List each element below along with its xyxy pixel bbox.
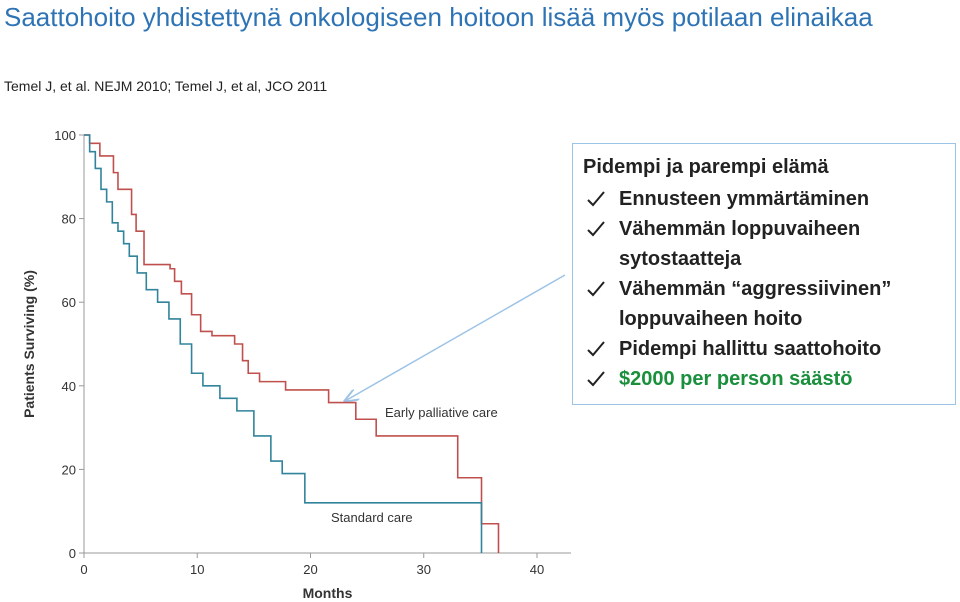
series-label: Standard care	[331, 510, 413, 525]
x-tick-label: 0	[80, 562, 87, 577]
x-tick-label: 10	[190, 562, 204, 577]
callout-box: Pidempi ja parempi elämä Ennusteen ymmär…	[572, 143, 956, 405]
callout-item: $2000 per person säästö	[583, 364, 949, 394]
callout-heading: Pidempi ja parempi elämä	[583, 156, 829, 178]
callout-item-text: Pidempi hallittu saattohoito	[619, 338, 882, 360]
callout-item: Vähemmän “aggressiivinen” loppuvaiheen h…	[583, 274, 949, 334]
x-axis-label: Months	[303, 585, 353, 601]
x-tick-label: 20	[303, 562, 317, 577]
check-icon	[587, 281, 605, 297]
callout-item-text: Vähemmän “aggressiivinen” loppuvaiheen h…	[619, 278, 892, 330]
callout-item: Vähemmän loppuvaiheen sytostaatteja	[583, 214, 949, 274]
x-tick-label: 40	[530, 562, 544, 577]
check-icon	[587, 341, 605, 357]
callout-item-text: Vähemmän loppuvaiheen sytostaatteja	[619, 218, 861, 270]
callout-item: Ennusteen ymmärtäminen	[583, 184, 949, 214]
callout-arrow	[345, 274, 566, 401]
citation: Temel J, et al. NEJM 2010; Temel J, et a…	[4, 78, 328, 94]
y-tick-label: 20	[62, 462, 76, 477]
check-icon	[587, 221, 605, 237]
check-icon	[587, 371, 605, 387]
callout-item-text: $2000 per person säästö	[619, 368, 853, 390]
slide-title: Saattohoito yhdistettynä onkologiseen ho…	[4, 2, 873, 32]
y-tick-label: 0	[69, 546, 76, 561]
survival-curve	[84, 134, 500, 553]
series-label: Early palliative care	[385, 405, 498, 420]
y-tick-label: 80	[62, 212, 76, 227]
x-tick-label: 30	[417, 562, 431, 577]
y-tick-label: 100	[54, 128, 76, 143]
callout-item: Pidempi hallittu saattohoito	[583, 334, 949, 364]
callout-item-text: Ennusteen ymmärtäminen	[619, 188, 870, 210]
check-icon	[587, 191, 605, 207]
y-tick-label: 60	[62, 295, 76, 310]
y-tick-label: 40	[62, 379, 76, 394]
survival-curve	[84, 134, 483, 553]
y-axis-label: Patients Surviving (%)	[21, 270, 37, 418]
callout-list: Ennusteen ymmärtäminen Vähemmän loppuvaih…	[583, 184, 955, 394]
